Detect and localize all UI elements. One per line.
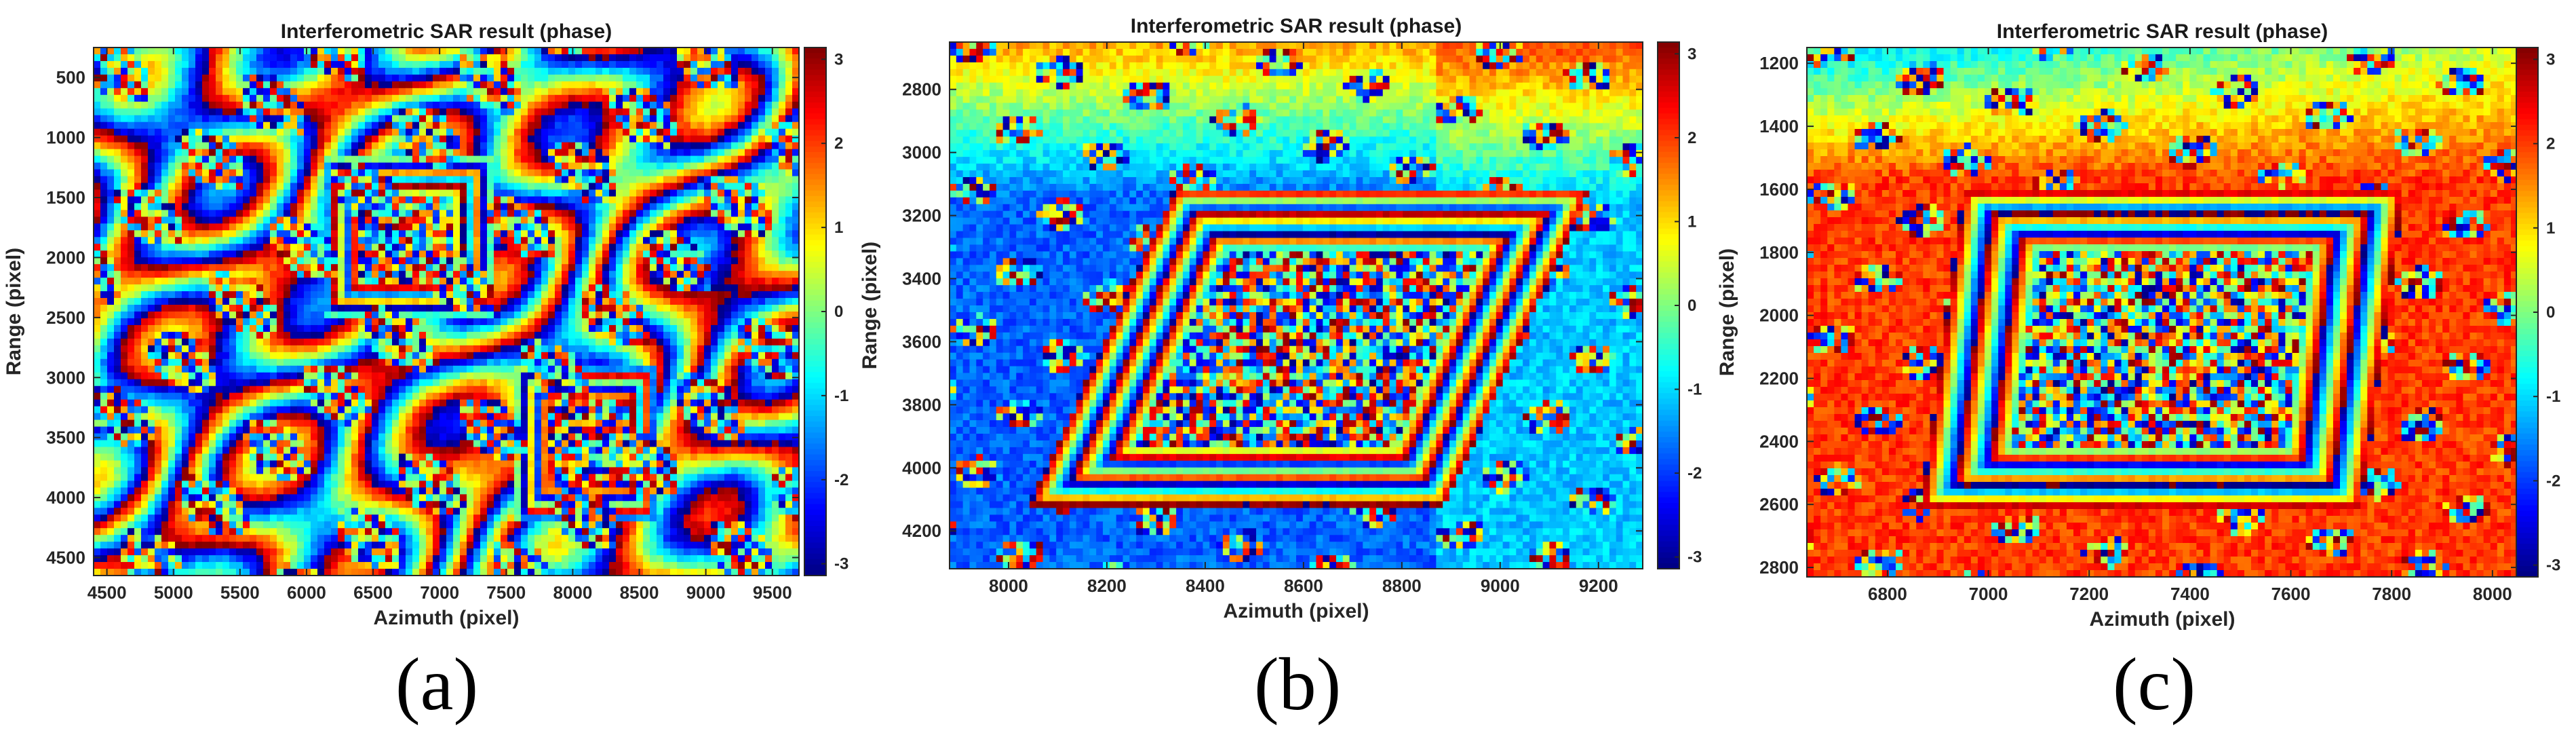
x-tick-label: 7000 xyxy=(1969,584,2008,604)
colorbar-tick-label: -1 xyxy=(834,387,848,405)
colorbar-tick-label: 3 xyxy=(2546,50,2555,69)
chart-panel-c: Interferometric SAR result (phase) 6800 70… xyxy=(1717,0,2576,733)
chart-panel-a: Interferometric SAR result (phase) 4500 50… xyxy=(0,0,859,733)
colorbar-tick-label: -3 xyxy=(2546,557,2560,575)
chart-title: Interferometric SAR result (phase) xyxy=(1131,15,1462,37)
colorbar-tick-label: 0 xyxy=(834,303,843,321)
x-axis-label: Azimuth (pixel) xyxy=(2090,608,2236,631)
colorbar-tick-label: -3 xyxy=(834,555,848,574)
x-tick-label: 7400 xyxy=(2170,584,2210,604)
x-tick-label: 8500 xyxy=(620,582,659,603)
y-tick-label: 4500 xyxy=(46,547,85,567)
y-tick-label: 2000 xyxy=(46,247,85,267)
colorbar: -3 -2 -1 0 1 2 3 xyxy=(1657,41,1702,569)
colorbar-tick-label: 0 xyxy=(2546,303,2555,322)
chart-a-svg: Interferometric SAR result (phase) 4500 50… xyxy=(3,20,848,629)
y-tick-label: 1400 xyxy=(1759,116,1799,136)
x-tick-label: 9200 xyxy=(1579,576,1618,596)
y-tick-label: 2400 xyxy=(1759,431,1799,451)
x-tick-label: 6800 xyxy=(1868,584,1907,604)
y-axis-label: Range (pixel) xyxy=(859,242,881,369)
x-tick-label: 7800 xyxy=(2372,584,2411,604)
x-tick-label: 8000 xyxy=(2473,584,2512,604)
y-axis-label: Range (pixel) xyxy=(1717,248,1738,376)
colorbar-tick-label: -1 xyxy=(2546,388,2560,406)
y-tick-label: 2800 xyxy=(902,79,941,100)
heatmap-cells xyxy=(1807,48,2518,578)
x-tick-label: 8000 xyxy=(989,576,1028,596)
x-tick-label: 6500 xyxy=(353,582,393,603)
y-tick-label: 3500 xyxy=(46,428,85,448)
y-axis-label: Range (pixel) xyxy=(3,248,25,375)
x-tick-label: 7200 xyxy=(2069,584,2109,604)
y-tick-label: 4000 xyxy=(902,457,941,478)
chart-b-svg: Interferometric SAR result (phase) 8000 82… xyxy=(859,15,1702,622)
y-tick-label: 2600 xyxy=(1759,494,1799,514)
x-tick-label: 9000 xyxy=(686,582,726,603)
colorbar-tick-label: -1 xyxy=(1687,381,1702,399)
x-tick-label: 7500 xyxy=(486,582,526,603)
colorbar-tick-label: -2 xyxy=(1687,464,1702,483)
x-axis-label: Azimuth (pixel) xyxy=(374,607,520,629)
y-tick-label: 2200 xyxy=(1759,369,1799,389)
x-tick-label: 8600 xyxy=(1284,576,1323,596)
y-tick-label: 4000 xyxy=(46,487,85,508)
colorbar-tick-label: 3 xyxy=(834,50,843,69)
x-tick-label: 9000 xyxy=(1481,576,1520,596)
colorbar-tick-label: 3 xyxy=(1687,45,1696,63)
x-tick-label: 7000 xyxy=(420,582,459,603)
y-tick-label: 4200 xyxy=(902,521,941,541)
y-tick-label: 500 xyxy=(56,67,85,88)
y-tick-label: 1200 xyxy=(1759,53,1799,73)
y-tick-label: 3600 xyxy=(902,331,941,352)
panel-label-c: (c) xyxy=(2113,647,2196,721)
colorbar-tick-label: 1 xyxy=(2546,219,2555,238)
y-tick-label: 3000 xyxy=(46,367,85,388)
y-tick-label: 1000 xyxy=(46,128,85,148)
y-tick-label: 3800 xyxy=(902,394,941,415)
heatmap-cells xyxy=(94,48,800,576)
colorbar-tick-label: 2 xyxy=(1687,129,1696,147)
colorbar-tick-label: -2 xyxy=(834,471,848,489)
y-tick-label: 1800 xyxy=(1759,242,1799,263)
x-tick-label: 6000 xyxy=(287,582,326,603)
y-tick-label: 3400 xyxy=(902,269,941,289)
x-tick-label: 8400 xyxy=(1186,576,1225,596)
chart-title: Interferometric SAR result (phase) xyxy=(1997,20,2328,43)
y-tick-label: 2500 xyxy=(46,307,85,328)
colorbar-tick-label: 2 xyxy=(2546,135,2555,153)
chart-panel-b: Interferometric SAR result (phase) 8000 82… xyxy=(859,0,1717,733)
heatmap-cells xyxy=(950,42,1643,569)
colorbar-tick-label: 1 xyxy=(1687,212,1696,231)
x-tick-label: 5000 xyxy=(154,582,193,603)
x-tick-label: 8200 xyxy=(1087,576,1127,596)
x-tick-label: 8000 xyxy=(553,582,592,603)
x-tick-label: 7600 xyxy=(2271,584,2311,604)
panel-label-a: (a) xyxy=(395,647,478,721)
colorbar-tick-label: 2 xyxy=(834,134,843,153)
colorbar-tick-label: 0 xyxy=(1687,297,1696,315)
y-tick-label: 1600 xyxy=(1759,179,1799,200)
colorbar-tick-label: -2 xyxy=(2546,472,2560,490)
colorbar-tick-label: 1 xyxy=(834,219,843,237)
x-axis-label: Azimuth (pixel) xyxy=(1224,600,1369,622)
y-tick-label: 2000 xyxy=(1759,305,1799,326)
colorbar: -3 -2 -1 0 1 2 3 xyxy=(804,47,848,576)
colorbar: -3 -2 -1 0 1 2 3 xyxy=(2516,47,2560,578)
y-tick-label: 1500 xyxy=(46,187,85,208)
x-tick-label: 8800 xyxy=(1382,576,1422,596)
plot-frame xyxy=(949,41,1643,569)
x-tick-label: 5500 xyxy=(220,582,260,603)
y-tick-label: 3200 xyxy=(902,206,941,226)
x-tick-label: 9500 xyxy=(753,582,792,603)
y-tick-label: 3000 xyxy=(902,143,941,163)
panel-label-b: (b) xyxy=(1254,647,1341,721)
plot-frame xyxy=(93,47,800,576)
chart-title: Interferometric SAR result (phase) xyxy=(281,20,612,43)
colorbar-tick-label: -3 xyxy=(1687,548,1702,567)
chart-c-svg: Interferometric SAR result (phase) 6800 70… xyxy=(1717,20,2560,631)
y-tick-label: 2800 xyxy=(1759,557,1799,578)
x-tick-label: 4500 xyxy=(87,582,127,603)
